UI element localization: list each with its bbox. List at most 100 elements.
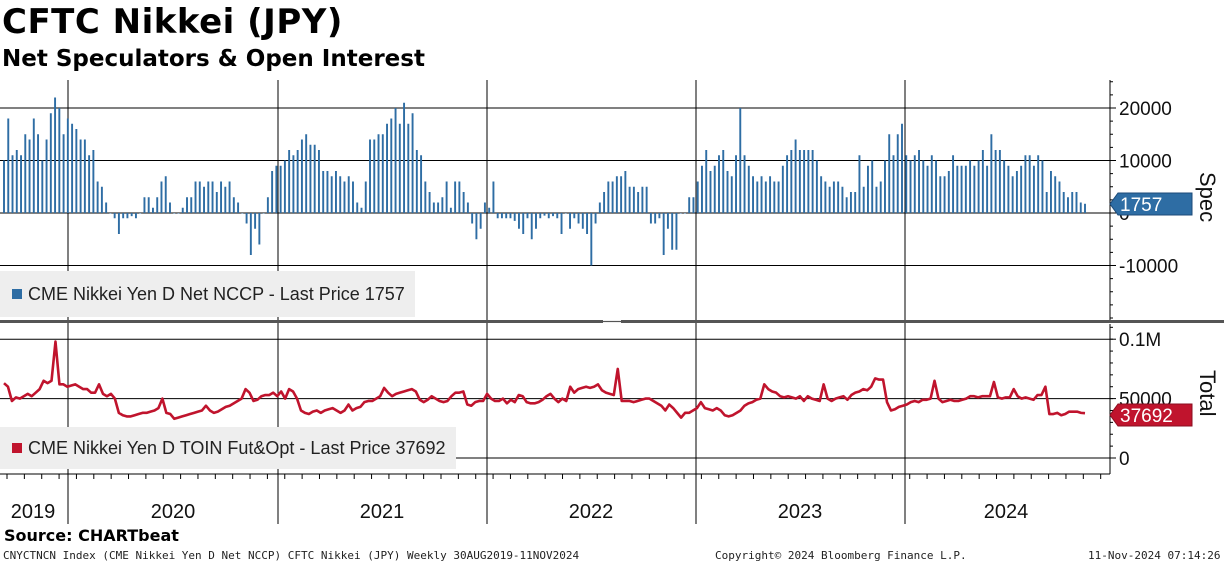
spec-bar	[1011, 176, 1014, 213]
spec-bar	[11, 155, 14, 213]
spec-bar	[169, 202, 171, 213]
spec-bar	[134, 213, 137, 219]
spec-bar	[24, 134, 27, 213]
spec-tick-label: -10000	[1119, 257, 1178, 278]
spec-bar	[420, 155, 423, 213]
spec-bar	[603, 192, 606, 213]
spec-bar	[347, 176, 350, 213]
spec-bar	[1050, 171, 1052, 213]
spec-bar	[930, 155, 933, 213]
spec-bar	[828, 186, 831, 213]
spec-bar	[215, 192, 218, 213]
spec-bar	[113, 213, 116, 219]
spec-bar	[824, 181, 827, 213]
total-last-price-value: 37692	[1120, 406, 1173, 427]
chart-subtitle: Net Speculators & Open Interest	[2, 46, 425, 72]
spec-bar	[139, 213, 142, 214]
spec-bar	[1058, 181, 1061, 213]
spec-bar	[1037, 155, 1040, 213]
spec-bar	[760, 176, 763, 213]
source-label: Source: CHARTbeat	[4, 526, 179, 545]
spec-bar	[241, 213, 244, 214]
spec-bar	[258, 213, 261, 245]
spec-bar	[1015, 171, 1018, 213]
total-axis-title: Total	[1195, 370, 1220, 416]
spec-bar	[560, 213, 563, 234]
spec-bar	[594, 213, 597, 224]
spec-bar	[266, 197, 269, 213]
spec-bar	[164, 176, 167, 213]
spec-bar	[1020, 165, 1023, 213]
spec-bar	[977, 160, 980, 213]
spec-bar	[892, 155, 895, 213]
spec-bar	[190, 197, 193, 213]
spec-bar	[262, 213, 265, 214]
spec-bar	[764, 181, 767, 213]
spec-bar	[381, 134, 384, 213]
spec-bar	[628, 186, 631, 213]
spec-bar	[292, 155, 295, 213]
spec-bar	[922, 160, 925, 213]
spec-bar	[960, 165, 963, 213]
spec-bar	[288, 150, 291, 213]
spec-bar	[909, 160, 912, 213]
spec-bar	[1028, 155, 1031, 213]
spec-bar	[15, 150, 18, 213]
spec-bar	[66, 118, 69, 213]
spec-bar	[726, 171, 729, 213]
spec-bar	[488, 207, 491, 213]
spec-bar	[952, 155, 955, 213]
spec-bar	[552, 213, 554, 217]
spec-bar	[335, 171, 337, 213]
spec-bar	[769, 176, 772, 213]
spec-bar	[730, 176, 733, 213]
spec-legend-label: CME Nikkei Yen D Net NCCP - Last Price 1…	[28, 283, 405, 304]
year-label: 2024	[984, 501, 1029, 523]
total-legend[interactable]: CME Nikkei Yen D TOIN Fut&Opt - Last Pri…	[0, 427, 456, 469]
spec-bar	[428, 192, 431, 213]
year-label: 2022	[569, 501, 614, 523]
spec-bar	[28, 139, 31, 213]
chart-title: CFTC Nikkei (JPY)	[2, 2, 343, 42]
spec-bar	[500, 213, 503, 219]
total-legend-label: CME Nikkei Yen D TOIN Fut&Opt - Last Pri…	[28, 437, 446, 458]
year-label: 2019	[11, 501, 56, 523]
spec-bar	[598, 202, 601, 213]
spec-bar	[305, 134, 308, 213]
spec-bar	[794, 139, 797, 213]
spec-bar	[654, 213, 657, 224]
spec-bar	[832, 181, 835, 213]
spec-bar	[632, 186, 635, 213]
spec-bar	[339, 176, 342, 213]
spec-bar	[747, 165, 750, 213]
spec-bar	[718, 155, 720, 213]
spec-bar	[926, 165, 929, 213]
spec-bar	[556, 213, 559, 219]
spec-bar	[637, 192, 640, 213]
spec-bar	[407, 123, 410, 213]
spec-bar	[862, 186, 865, 213]
spec-bar	[352, 181, 354, 213]
spec-bar	[709, 171, 712, 213]
spec-bar	[445, 181, 448, 213]
spec-bar	[475, 213, 478, 240]
spec-bar	[3, 160, 5, 213]
spec-bar	[143, 197, 146, 213]
spec-bar	[326, 171, 329, 213]
spec-bar	[849, 192, 852, 213]
spec-tick-label: 10000	[1119, 152, 1172, 173]
spec-bar	[973, 165, 976, 213]
spec-bar	[271, 171, 274, 213]
spec-bar	[590, 213, 593, 266]
spec-bar	[181, 207, 184, 213]
spec-legend[interactable]: CME Nikkei Yen D Net NCCP - Last Price 1…	[0, 271, 415, 317]
spec-bar	[994, 150, 997, 213]
spec-bar	[1071, 192, 1074, 213]
spec-bars	[3, 97, 1086, 266]
spec-bar	[296, 150, 299, 213]
spec-bar	[743, 155, 746, 213]
spec-bar	[854, 192, 857, 213]
spec-bar	[160, 181, 163, 213]
spec-bar	[492, 181, 495, 213]
total-legend-swatch	[12, 443, 22, 453]
